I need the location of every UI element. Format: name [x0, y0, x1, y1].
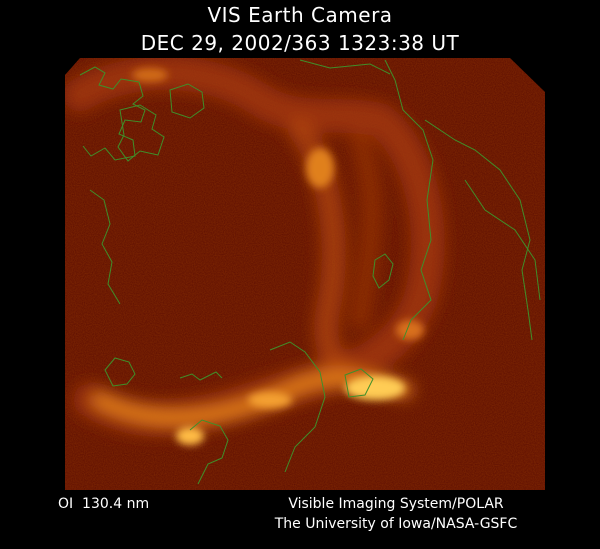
coastlines [79, 59, 541, 485]
title: VIS Earth Camera [207, 3, 392, 27]
wavelength: OI 130.4 nm [58, 496, 149, 512]
credit-line: Visible Imaging System/POLAR [288, 496, 504, 512]
credit-line: The University of Iowa/NASA-GSFC [274, 516, 518, 532]
subtitle: DEC 29, 2002/363 1323:38 UT [141, 31, 460, 55]
aurora-image [65, 58, 545, 490]
